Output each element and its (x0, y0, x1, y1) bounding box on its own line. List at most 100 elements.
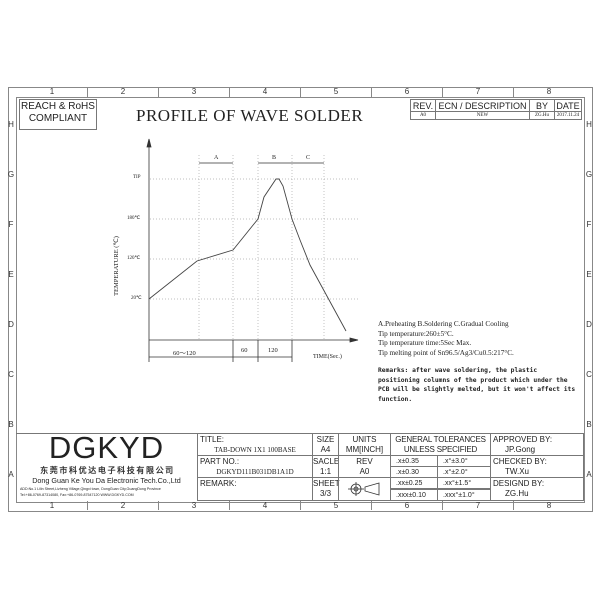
projection-cell (338, 477, 391, 501)
rev-cell: REV A0 (338, 455, 391, 478)
row-marker: B (586, 420, 592, 429)
row-marker: E (8, 270, 14, 279)
units-value: MM[INCH] (345, 445, 384, 454)
rev-date-value: 2017.11.24 (554, 111, 582, 120)
compliance-box: REACH & RoHS COMPLIANT (19, 99, 97, 130)
column-divider (87, 87, 88, 97)
tolerance-value: .xxx°±1.0° (437, 489, 491, 501)
row-marker: C (586, 370, 592, 379)
column-divider (87, 501, 88, 510)
scale-cell: SACLE 1:1 (312, 455, 339, 478)
part-no-cell: PART NO.: DGKYD111B031DB1A1D (197, 455, 313, 478)
note-tip-time: Tip temperature time:5Sec Max. (378, 339, 472, 347)
checked-cell: CHECKED BY: TW.Xu (490, 455, 584, 478)
note-tip-temperature: Tip temperature:260±5°C. (378, 329, 454, 338)
time-segment-1: 60～120 (173, 350, 196, 357)
zone-b-label: B (272, 155, 277, 161)
row-marker: H (8, 120, 14, 129)
column-marker: 2 (120, 501, 126, 510)
y-tick-tip: TIP (133, 175, 141, 180)
column-divider (158, 501, 159, 510)
time-segment-2: 60 (241, 347, 248, 354)
column-marker: 3 (191, 501, 197, 510)
designed-value: ZG.Hu (505, 489, 529, 498)
tolerance-value: .xx±0.25 (390, 477, 438, 489)
sheet-value: 3/3 (319, 489, 332, 498)
compliance-line2: COMPLIANT (28, 113, 88, 124)
column-divider (300, 87, 301, 97)
row-marker: B (8, 420, 14, 429)
units-cell: UNITS MM[INCH] (338, 433, 391, 456)
designed-label: DESIGND BY: (493, 479, 545, 488)
size-label: SIZE (316, 435, 335, 444)
column-marker: 3 (191, 87, 197, 96)
zone-a-label: A (214, 155, 219, 161)
sheet-label: SHEET (313, 479, 340, 488)
y-axis-arrow (146, 138, 152, 148)
column-marker: 6 (404, 87, 410, 96)
column-marker: 4 (262, 87, 268, 96)
x-axis-label: TIME(Sec.) (313, 354, 342, 360)
y-axis-label: TEMPERATURE (℃) (113, 236, 120, 296)
page-title: PROFILE OF WAVE SOLDER (136, 106, 364, 125)
company-name-en: Dong Guan Ke You Da Electronic Tech.Co.,… (32, 476, 181, 485)
row-marker: C (8, 370, 14, 379)
company-name-cn: 东 莞 市 科 优 达 电 子 科 技 有 限 公 司 (40, 466, 173, 475)
column-divider (229, 501, 230, 510)
column-marker: 7 (475, 87, 481, 96)
part-no-label: PART NO.: (200, 457, 240, 466)
note-zones: A.Preheating B.Soldering C.Gradual Cooli… (378, 320, 509, 328)
title-value: TAB-DOWN 1X1 100BASE (214, 446, 296, 454)
approved-value: JP.Gong (505, 445, 536, 454)
approved-label: APPROVED BY: (493, 435, 553, 444)
x-axis-arrow (349, 337, 359, 343)
column-divider (158, 87, 159, 97)
y-tick-120: 120℃ (127, 256, 141, 261)
column-marker: 7 (475, 501, 481, 510)
row-marker: G (7, 170, 15, 179)
third-angle-projection-icon (348, 482, 380, 496)
column-marker: 2 (120, 87, 126, 96)
remark-cell: REMARK: (197, 477, 313, 501)
tolerance-header-2: UNLESS SPECIFIED (403, 445, 478, 454)
tolerance-value: .xxx±0.10 (390, 489, 438, 501)
sheet-cell: SHEET 3/3 (312, 477, 340, 501)
column-marker: 8 (546, 87, 552, 96)
row-marker: G (585, 170, 593, 179)
size-cell: SIZE A4 (312, 433, 339, 456)
rev-label: REV (356, 457, 373, 466)
row-marker: D (8, 320, 14, 329)
size-value: A4 (320, 445, 331, 454)
zone-c-label: C (306, 155, 311, 161)
part-no-value: DGKYD111B031DB1A1D (216, 468, 294, 476)
compliance-line1: REACH & RoHS (21, 101, 95, 112)
column-divider (513, 501, 514, 510)
row-marker: F (586, 220, 592, 229)
column-divider (442, 501, 443, 510)
units-label: UNITS (352, 435, 377, 444)
title-cell: TITLE: TAB-DOWN 1X1 100BASE (197, 433, 313, 456)
note-melting-point: Tip melting point of Sn96.5/Ag3/Cu0.5:21… (378, 348, 514, 357)
remarks: Remarks: after wave soldering, the plast… (378, 367, 576, 403)
scale-label: SACLE (313, 457, 340, 466)
scale-value: 1:1 (319, 467, 332, 476)
company-logo: DGKYD (48, 430, 165, 465)
row-marker: F (8, 220, 14, 229)
tolerance-header: GENERAL TOLERANCES UNLESS SPECIFIED (390, 433, 491, 456)
time-segment-3: 120 (268, 347, 278, 354)
temperature-curve (148, 178, 347, 332)
row-marker: H (586, 120, 592, 129)
checked-value: TW.Xu (505, 467, 530, 476)
checked-label: CHECKED BY: (493, 457, 547, 466)
column-divider (229, 87, 230, 97)
y-tick-180: 180℃ (127, 216, 141, 221)
column-marker: 8 (546, 501, 552, 510)
y-tick-20: 20℃ (131, 296, 142, 301)
column-marker: 5 (333, 501, 339, 510)
rev-value-tb: A0 (359, 467, 370, 476)
column-divider (371, 87, 372, 97)
column-divider (371, 501, 372, 510)
approved-cell: APPROVED BY: JP.Gong (490, 433, 584, 456)
row-marker: E (586, 270, 592, 279)
